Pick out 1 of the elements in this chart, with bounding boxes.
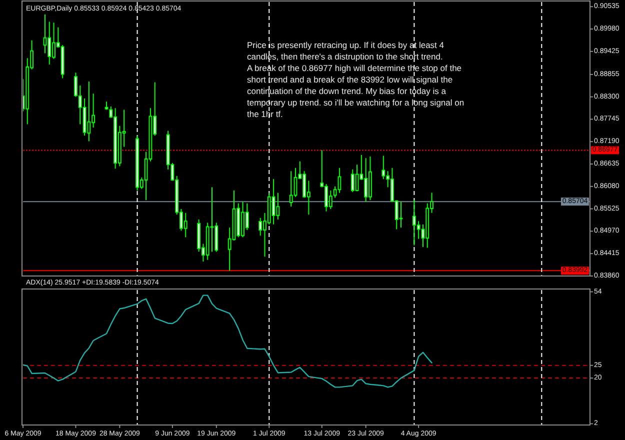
annotation: Price is presently retracing up. If it does by at least 4 candles, then there's a distruption to the short trend. A break of the 0.86977 high will determine the stop of the short trend and a break of the 83992 low will signal the continuation of the down trend. My bias for today is a temporary up trend. so i'll be watching for a long signal on the 1hr tf. [247,40,464,119]
